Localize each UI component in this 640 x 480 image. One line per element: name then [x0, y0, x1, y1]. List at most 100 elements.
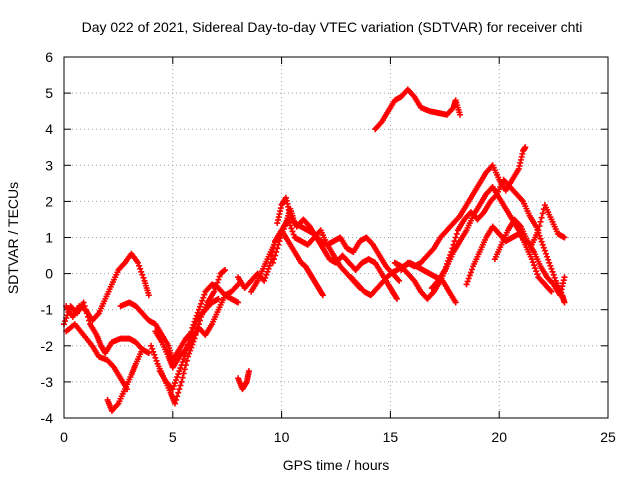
data-point: [185, 341, 192, 348]
data-point: [201, 291, 208, 298]
data-point: [270, 256, 277, 263]
data-point: [150, 348, 157, 355]
data-point: [145, 292, 152, 299]
x-tick-label: 15: [383, 429, 399, 445]
data-point: [137, 265, 144, 272]
data-point: [466, 272, 473, 279]
y-tick-label: -1: [41, 302, 54, 318]
data-point: [288, 225, 295, 232]
data-point: [171, 380, 178, 387]
y-tick-label: 2: [45, 193, 53, 209]
data-point: [188, 328, 195, 335]
data-point: [529, 259, 536, 266]
data-point: [187, 347, 194, 354]
data-point: [393, 295, 400, 302]
data-point: [537, 218, 544, 225]
data-point: [561, 299, 568, 306]
data-point: [178, 378, 185, 385]
data-point: [181, 353, 188, 360]
data-point: [546, 259, 553, 266]
data-point: [176, 368, 183, 375]
data-point: [139, 346, 146, 353]
y-tick-label: 4: [45, 121, 53, 137]
data-point: [199, 297, 206, 304]
data-point: [152, 354, 159, 361]
data-point: [396, 277, 403, 284]
data-point: [539, 241, 546, 248]
data-point: [193, 312, 200, 319]
data-point: [176, 386, 183, 393]
data-point: [457, 111, 464, 118]
x-tick-label: 10: [274, 429, 290, 445]
data-point: [197, 303, 203, 310]
data-point: [177, 365, 184, 372]
data-point: [192, 331, 199, 338]
data-point: [188, 344, 195, 351]
data-point: [149, 345, 156, 352]
y-axis-label: SDTVAR / TECUs: [5, 182, 21, 294]
data-point: [183, 357, 190, 364]
data-point: [561, 234, 568, 241]
data-point: [469, 266, 475, 273]
y-tick-label: 3: [45, 157, 53, 173]
data-point: [463, 281, 470, 288]
data-point: [277, 235, 284, 242]
data-point: [522, 144, 529, 151]
plot-frame: [63, 56, 609, 419]
data-point: [465, 275, 472, 282]
x-tick-label: 0: [60, 429, 68, 445]
data-point: [452, 234, 459, 241]
data-point: [545, 256, 552, 263]
data-point: [145, 350, 152, 357]
data-point: [443, 260, 450, 267]
data-point: [170, 383, 177, 390]
data-point: [528, 256, 535, 263]
data-point: [195, 306, 202, 313]
data-point: [540, 244, 547, 251]
data-point: [194, 309, 201, 316]
x-tick-label: 25: [600, 429, 616, 445]
data-point: [537, 235, 544, 242]
data-point: [274, 245, 281, 252]
data-point: [183, 345, 190, 352]
data-point: [211, 288, 218, 295]
data-point: [550, 271, 557, 278]
data-point: [200, 294, 207, 301]
data-point: [191, 318, 198, 325]
data-point: [551, 274, 558, 281]
data-point: [278, 232, 285, 239]
data-point: [263, 271, 270, 278]
data-point: [134, 259, 141, 266]
data-point: [148, 342, 155, 349]
data-point: [538, 214, 545, 221]
y-tick-label: -3: [41, 374, 54, 390]
data-point: [464, 278, 471, 285]
data-point: [192, 315, 199, 322]
chart-title: Day 022 of 2021, Sidereal Day-to-day VTE…: [82, 19, 583, 35]
data-point: [450, 241, 457, 248]
data-point: [453, 230, 460, 237]
data-point: [191, 335, 198, 342]
data-point: [222, 266, 229, 273]
data-point: [275, 241, 282, 248]
y-tick-label: -4: [41, 410, 54, 426]
data-point: [173, 396, 180, 403]
data-point: [235, 299, 242, 306]
data-point: [531, 262, 538, 269]
data-point: [175, 389, 182, 396]
data-point: [544, 253, 551, 260]
data-point: [195, 321, 202, 328]
tick-labels: 0 5 10 15 20 25 -4 -3 -2 -1 0 1 2 3 4 5 6: [41, 49, 616, 445]
data-point: [467, 269, 474, 276]
data-point: [245, 368, 252, 375]
data-point: [452, 299, 459, 306]
data-point: [536, 223, 543, 230]
data-point: [442, 263, 449, 270]
data-point: [151, 351, 158, 358]
data-point: [273, 248, 280, 255]
x-tick-label: 5: [169, 429, 177, 445]
data-point: [179, 374, 186, 381]
y-tick-label: 5: [45, 85, 53, 101]
data-point: [189, 324, 196, 331]
